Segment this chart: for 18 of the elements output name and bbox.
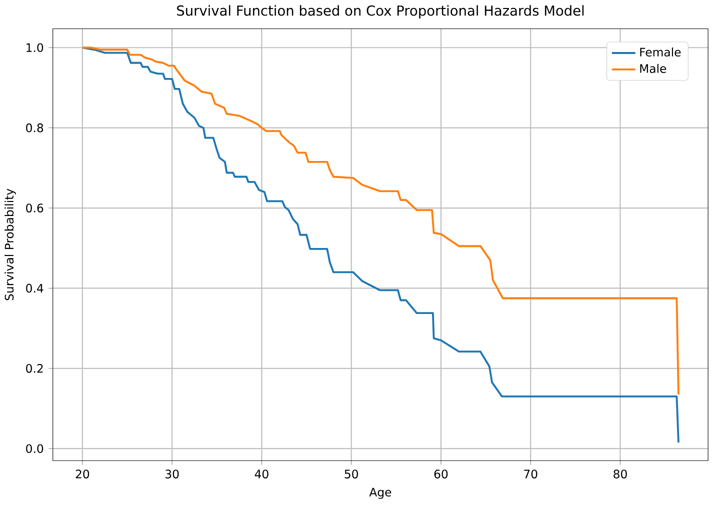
chart-title: Survival Function based on Cox Proportional Hazards Model <box>177 4 584 18</box>
x-tick-label: 50 <box>344 469 358 478</box>
x-tick-label: 80 <box>614 469 627 478</box>
y-axis-title: Survival Probability <box>4 188 16 300</box>
x-axis-title: Age <box>369 488 392 499</box>
x-tick-label: 60 <box>434 469 448 478</box>
y-tick-label: 0.8 <box>26 123 44 132</box>
y-tick-label: 0.6 <box>26 203 44 212</box>
y-tick-label: 0.2 <box>26 364 43 373</box>
x-tick-label: 30 <box>166 469 179 478</box>
y-tick-label: 0.0 <box>26 444 44 453</box>
legend-label: Male <box>640 64 666 73</box>
x-tick-label: 70 <box>524 469 538 478</box>
x-tick-label: 40 <box>254 469 268 478</box>
y-tick-label: 1.0 <box>26 43 44 52</box>
x-tick-label: 20 <box>76 469 90 478</box>
legend-label: Female <box>640 47 681 56</box>
y-tick-label: 0.4 <box>26 284 44 292</box>
